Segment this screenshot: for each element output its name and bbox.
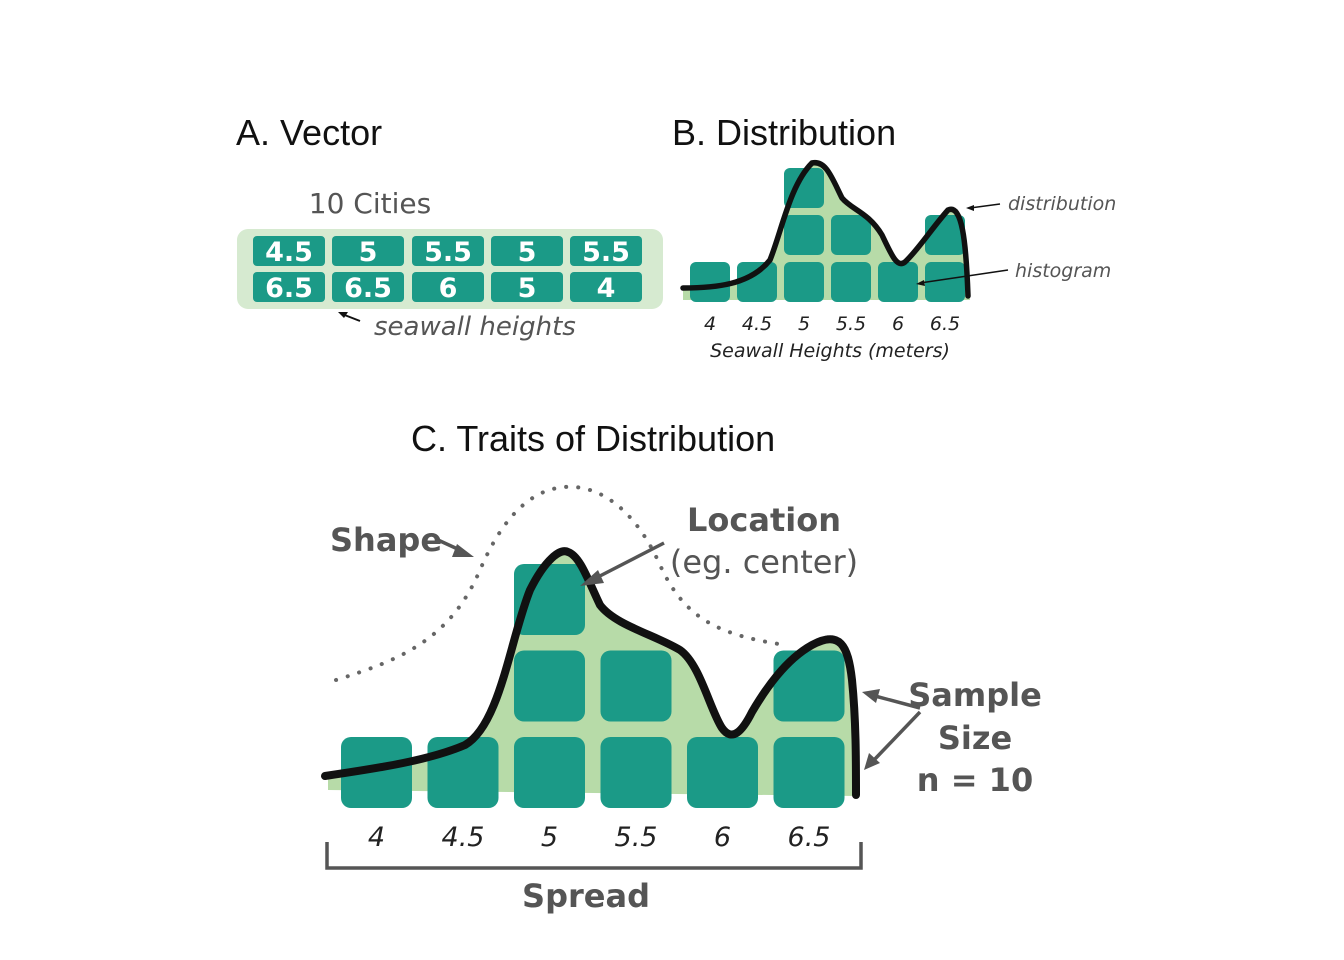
histogram-bar-block [514, 737, 585, 808]
panel-a: A. Vector 10 Cities 4.5 5 5.5 5 5.56.5 6.5 6 5 4… [236, 112, 663, 342]
b-distribution-label: distribution [1008, 193, 1116, 215]
c-tick-labels: 4 4.5 5 5.5 6 6.5 [368, 822, 831, 853]
vector-heading: 10 Cities [309, 187, 431, 220]
histogram-bar-block [784, 215, 824, 255]
seawall-heights-label: seawall heights [374, 312, 576, 342]
histogram-bar-block [690, 262, 730, 302]
tick-label: 6.5 [930, 313, 960, 335]
vector-cell [491, 236, 563, 266]
histogram-bar-block [878, 262, 918, 302]
location-arrow [595, 541, 665, 580]
location-label: Location [687, 501, 841, 539]
vector-cell [332, 272, 404, 302]
vector-cell-value: 5 [518, 237, 537, 268]
tick-label: 6 [714, 822, 731, 853]
b-distribution-arrow-head [966, 205, 974, 211]
vector-cell-value: 6 [439, 273, 458, 304]
tick-label: 4 [704, 313, 716, 335]
tick-label: 6 [892, 313, 904, 335]
histogram-bar-block [831, 215, 871, 255]
histogram-bar-block [773, 737, 845, 808]
sample-arrow-upper-head [862, 689, 880, 703]
vector-arrow-head [338, 312, 348, 318]
vector-cell-value: 4.5 [265, 237, 313, 268]
vector-cell [491, 272, 563, 302]
histogram-bar-block [831, 262, 871, 302]
vector-cell [570, 272, 642, 302]
spread-bracket [325, 842, 863, 870]
tick-label: 5 [798, 313, 810, 335]
b-distribution-curve [680, 160, 971, 299]
sample-arrow-lower [872, 710, 922, 762]
sample-label-2: Size [938, 719, 1012, 757]
vector-cell-value: 6.5 [344, 273, 392, 304]
b-histogram-label: histogram [1015, 260, 1111, 282]
histogram-bar-block [773, 650, 845, 722]
vector-cell-value: 5.5 [424, 237, 472, 268]
tick-label: 5.5 [836, 313, 866, 335]
tick-label: 6.5 [788, 822, 831, 853]
histogram-bar-block [784, 262, 824, 302]
shape-label: Shape [330, 521, 442, 559]
shape-arrow-head [452, 544, 474, 557]
histogram-bar-block [600, 737, 672, 808]
sample-arrow-lower-head [864, 753, 880, 770]
panel-b-title: B. Distribution [672, 112, 896, 153]
vector-cell [253, 272, 325, 302]
vector-cell-value: 6.5 [265, 273, 313, 304]
histogram-bar-block [737, 262, 777, 302]
location-sublabel: (eg. center) [670, 543, 858, 581]
histogram-bar-block [514, 650, 585, 722]
spread-label: Spread [522, 877, 650, 915]
vector-cell [332, 236, 404, 266]
sample-label-1: Sample [908, 676, 1042, 714]
histogram-bar-block [600, 650, 672, 722]
vector-cell-value: 5 [359, 237, 378, 268]
histogram-bar-block [925, 262, 965, 302]
tick-label: 5.5 [615, 822, 658, 853]
b-histogram-arrow [919, 269, 1009, 284]
panel-c-title: C. Traits of Distribution [411, 418, 775, 459]
panel-b: B. Distribution distribution histogram 4… [672, 112, 1116, 362]
vector-cell [570, 236, 642, 266]
b-histogram-arrow-head [916, 280, 925, 286]
vector-cells: 4.5 5 5.5 5 5.5 6.5 6.5 6 5 4 [253, 236, 642, 304]
vector-cell [412, 272, 484, 302]
tick-label: 5 [541, 822, 558, 853]
tick-label: 4.5 [442, 822, 485, 853]
c-histogram-bars [341, 564, 845, 808]
b-tick-labels: 4 4.5 5 5.5 6 6.5 [704, 313, 960, 335]
b-xlabel: Seawall Heights (meters) [710, 340, 950, 362]
vector-cell-value: 5 [518, 273, 537, 304]
sample-label-3: n = 10 [917, 761, 1033, 799]
panel-c: C. Traits of Distribution Shape Location… [321, 418, 1042, 915]
vector-cell-value: 4 [597, 273, 616, 304]
sample-arrow-upper [874, 694, 921, 710]
tick-label: 4.5 [742, 313, 772, 335]
c-distribution-curve [321, 547, 860, 799]
tick-label: 4 [368, 822, 385, 853]
panel-a-title: A. Vector [236, 112, 382, 153]
location-arrow-head [580, 570, 604, 586]
b-distribution-arrow [969, 203, 1001, 209]
vector-cell [412, 236, 484, 266]
histogram-bar-block [341, 737, 412, 808]
histogram-bar-block [687, 737, 758, 808]
vector-cell-value: 5.5 [582, 237, 630, 268]
vector-cell [253, 236, 325, 266]
